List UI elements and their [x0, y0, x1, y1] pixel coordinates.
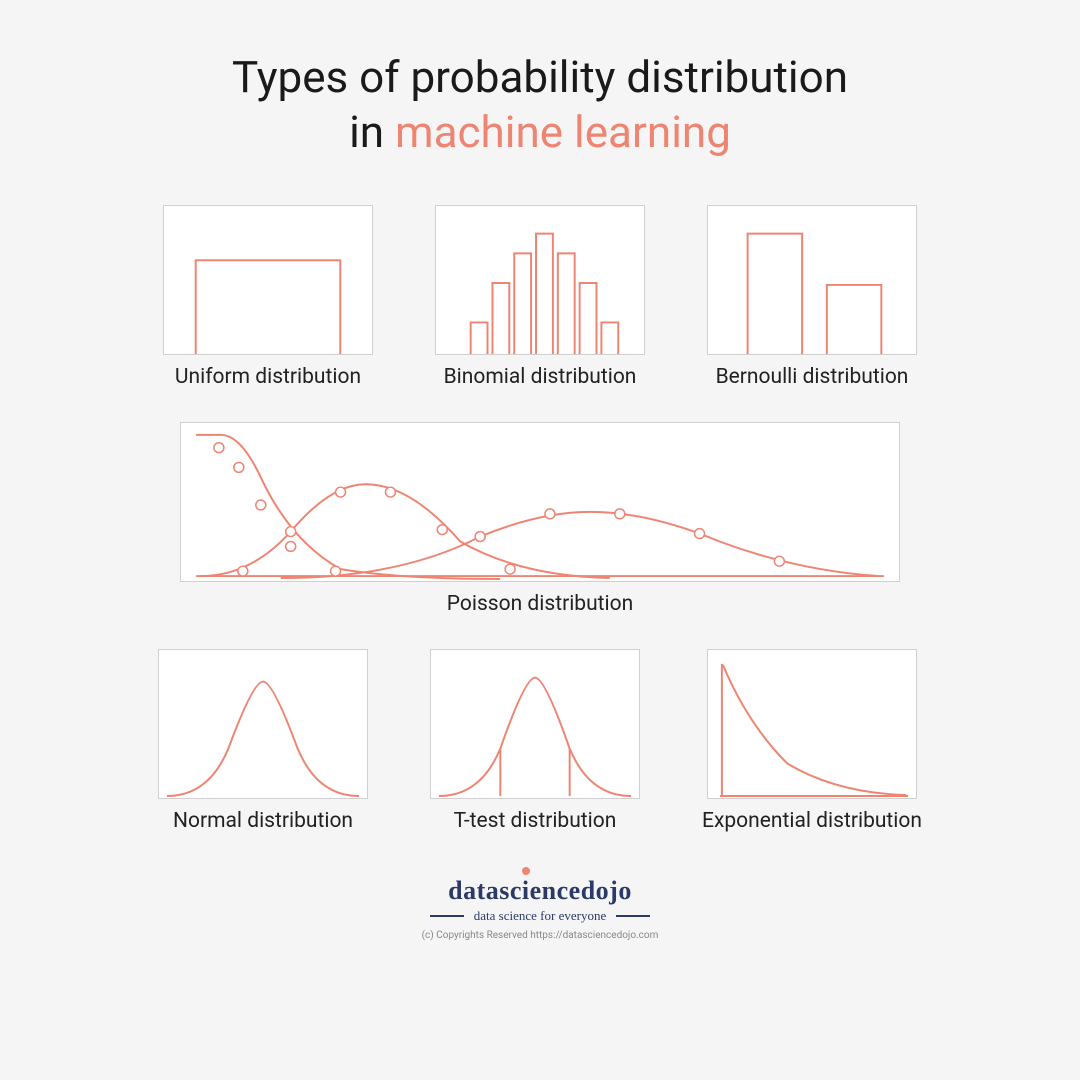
- page-title: Types of probability distribution in mac…: [232, 50, 848, 160]
- title-line2-accent: machine learning: [395, 106, 731, 158]
- panel-binomial: [435, 205, 645, 355]
- copyright-text: (c) Copyrights Reserved https://datascie…: [422, 930, 659, 941]
- brand-logo: datasciencedojo: [448, 876, 632, 906]
- label-uniform: Uniform distribution: [175, 365, 361, 389]
- panel-normal: [158, 649, 368, 799]
- tagline-bar-right: [616, 915, 650, 917]
- row-1: Uniform distribution Binomial distributi…: [163, 205, 917, 414]
- title-line1: Types of probability distribution: [232, 51, 848, 103]
- footer: datasciencedojo data science for everyon…: [422, 876, 659, 941]
- logo-i-icon: i: [522, 876, 530, 906]
- tagline-bar-left: [430, 915, 464, 917]
- label-normal: Normal distribution: [173, 809, 353, 833]
- panel-ttest: [430, 649, 640, 799]
- row-2: Poisson distribution: [180, 422, 900, 641]
- cell-poisson: Poisson distribution: [180, 422, 900, 641]
- cell-ttest: T-test distribution: [430, 649, 640, 858]
- label-ttest: T-test distribution: [454, 809, 617, 833]
- label-poisson: Poisson distribution: [447, 592, 633, 616]
- cell-binomial: Binomial distribution: [435, 205, 645, 414]
- title-line2-prefix: in: [349, 106, 395, 158]
- label-binomial: Binomial distribution: [444, 365, 637, 389]
- panel-uniform: [163, 205, 373, 355]
- panel-bernoulli: [707, 205, 917, 355]
- tagline-text: data science for everyone: [474, 908, 606, 924]
- cell-bernoulli: Bernoulli distribution: [707, 205, 917, 414]
- row-3: Normal distribution T-test distribution …: [158, 649, 922, 858]
- panel-poisson: [180, 422, 900, 582]
- tagline-row: data science for everyone: [430, 908, 650, 924]
- cell-normal: Normal distribution: [158, 649, 368, 858]
- cell-uniform: Uniform distribution: [163, 205, 373, 414]
- cell-exponential: Exponential distribution: [702, 649, 922, 858]
- logo-part-3: encedojo: [530, 876, 632, 905]
- label-bernoulli: Bernoulli distribution: [716, 365, 909, 389]
- label-exponential: Exponential distribution: [702, 809, 922, 833]
- panel-exponential: [707, 649, 917, 799]
- logo-part-1: datasc: [448, 876, 522, 905]
